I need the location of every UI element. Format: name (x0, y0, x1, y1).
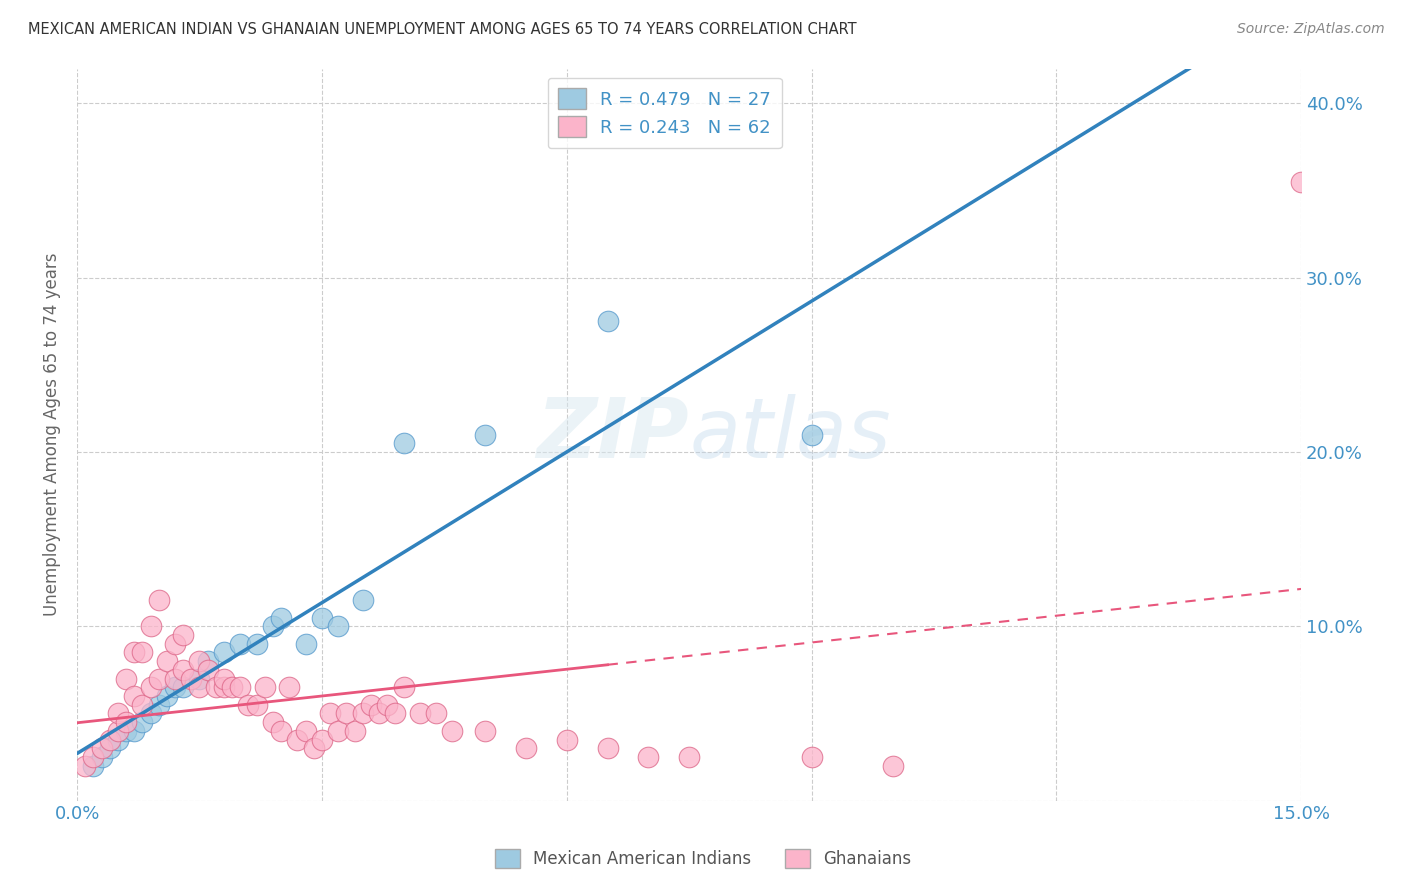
Point (328, 619, 350, 633)
Point (188, 681, 211, 695)
Point (343, 723, 366, 738)
Point (229, 637, 252, 651)
Point (1289, 175, 1312, 189)
Point (294, 637, 316, 651)
Text: Source: ZipAtlas.com: Source: ZipAtlas.com (1237, 22, 1385, 37)
Point (270, 723, 292, 738)
Point (139, 706, 162, 721)
Point (311, 610, 333, 624)
Text: MEXICAN AMERICAN INDIAN VS GHANAIAN UNEMPLOYMENT AMONG AGES 65 TO 74 YEARS CORRE: MEXICAN AMERICAN INDIAN VS GHANAIAN UNEM… (28, 22, 856, 37)
Point (637, 750, 659, 764)
Point (115, 715, 138, 730)
Point (163, 681, 186, 695)
Point (131, 645, 153, 659)
Point (98, 732, 121, 747)
Legend: R = 0.479   N = 27, R = 0.243   N = 62: R = 0.479 N = 27, R = 0.243 N = 62 (548, 78, 782, 148)
Point (115, 723, 138, 738)
Point (221, 681, 243, 695)
Point (319, 706, 342, 721)
Point (212, 681, 235, 695)
Point (90, 741, 112, 756)
Point (392, 681, 415, 695)
Point (352, 706, 374, 721)
Point (148, 593, 170, 607)
Point (82, 750, 104, 764)
Point (172, 628, 194, 642)
Point (131, 698, 153, 712)
Point (212, 645, 235, 659)
Point (156, 689, 179, 703)
Point (197, 654, 219, 668)
Y-axis label: Unemployment Among Ages 65 to 74 years: Unemployment Among Ages 65 to 74 years (44, 252, 60, 616)
Point (287, 732, 309, 747)
Point (204, 681, 226, 695)
Point (148, 672, 170, 686)
Point (555, 732, 578, 747)
Point (172, 681, 194, 695)
Point (800, 750, 823, 764)
Point (270, 610, 292, 624)
Point (515, 741, 537, 756)
Point (392, 436, 415, 450)
Point (107, 706, 129, 721)
Point (302, 741, 325, 756)
Point (238, 698, 260, 712)
Point (262, 715, 284, 730)
Point (75, 758, 97, 772)
Point (360, 698, 382, 712)
Point (172, 663, 194, 677)
Point (139, 681, 162, 695)
Point (278, 681, 301, 695)
Point (229, 681, 252, 695)
Point (882, 758, 904, 772)
Point (368, 706, 391, 721)
Point (441, 723, 464, 738)
Point (90, 750, 112, 764)
Legend: Mexican American Indians, Ghanaians: Mexican American Indians, Ghanaians (488, 842, 918, 875)
Point (335, 706, 357, 721)
Point (163, 637, 186, 651)
Point (253, 681, 276, 695)
Point (188, 654, 211, 668)
Point (409, 706, 432, 721)
Point (311, 732, 333, 747)
Point (375, 698, 398, 712)
Point (474, 723, 496, 738)
Point (139, 619, 162, 633)
Text: atlas: atlas (689, 394, 891, 475)
Point (148, 698, 170, 712)
Point (115, 672, 138, 686)
Point (352, 593, 374, 607)
Point (678, 750, 700, 764)
Point (98, 741, 121, 756)
Point (122, 723, 145, 738)
Point (800, 427, 823, 442)
Point (474, 427, 496, 442)
Point (180, 672, 202, 686)
Point (107, 732, 129, 747)
Point (82, 758, 104, 772)
Point (122, 645, 145, 659)
Point (246, 698, 269, 712)
Point (384, 706, 406, 721)
Text: ZIP: ZIP (537, 394, 689, 475)
Point (596, 741, 619, 756)
Point (107, 723, 129, 738)
Point (262, 619, 284, 633)
Point (246, 637, 269, 651)
Point (131, 715, 153, 730)
Point (596, 314, 619, 328)
Point (425, 706, 447, 721)
Point (188, 672, 211, 686)
Point (212, 672, 235, 686)
Point (197, 663, 219, 677)
Point (328, 723, 350, 738)
Point (156, 654, 179, 668)
Point (122, 689, 145, 703)
Point (294, 723, 316, 738)
Point (163, 672, 186, 686)
